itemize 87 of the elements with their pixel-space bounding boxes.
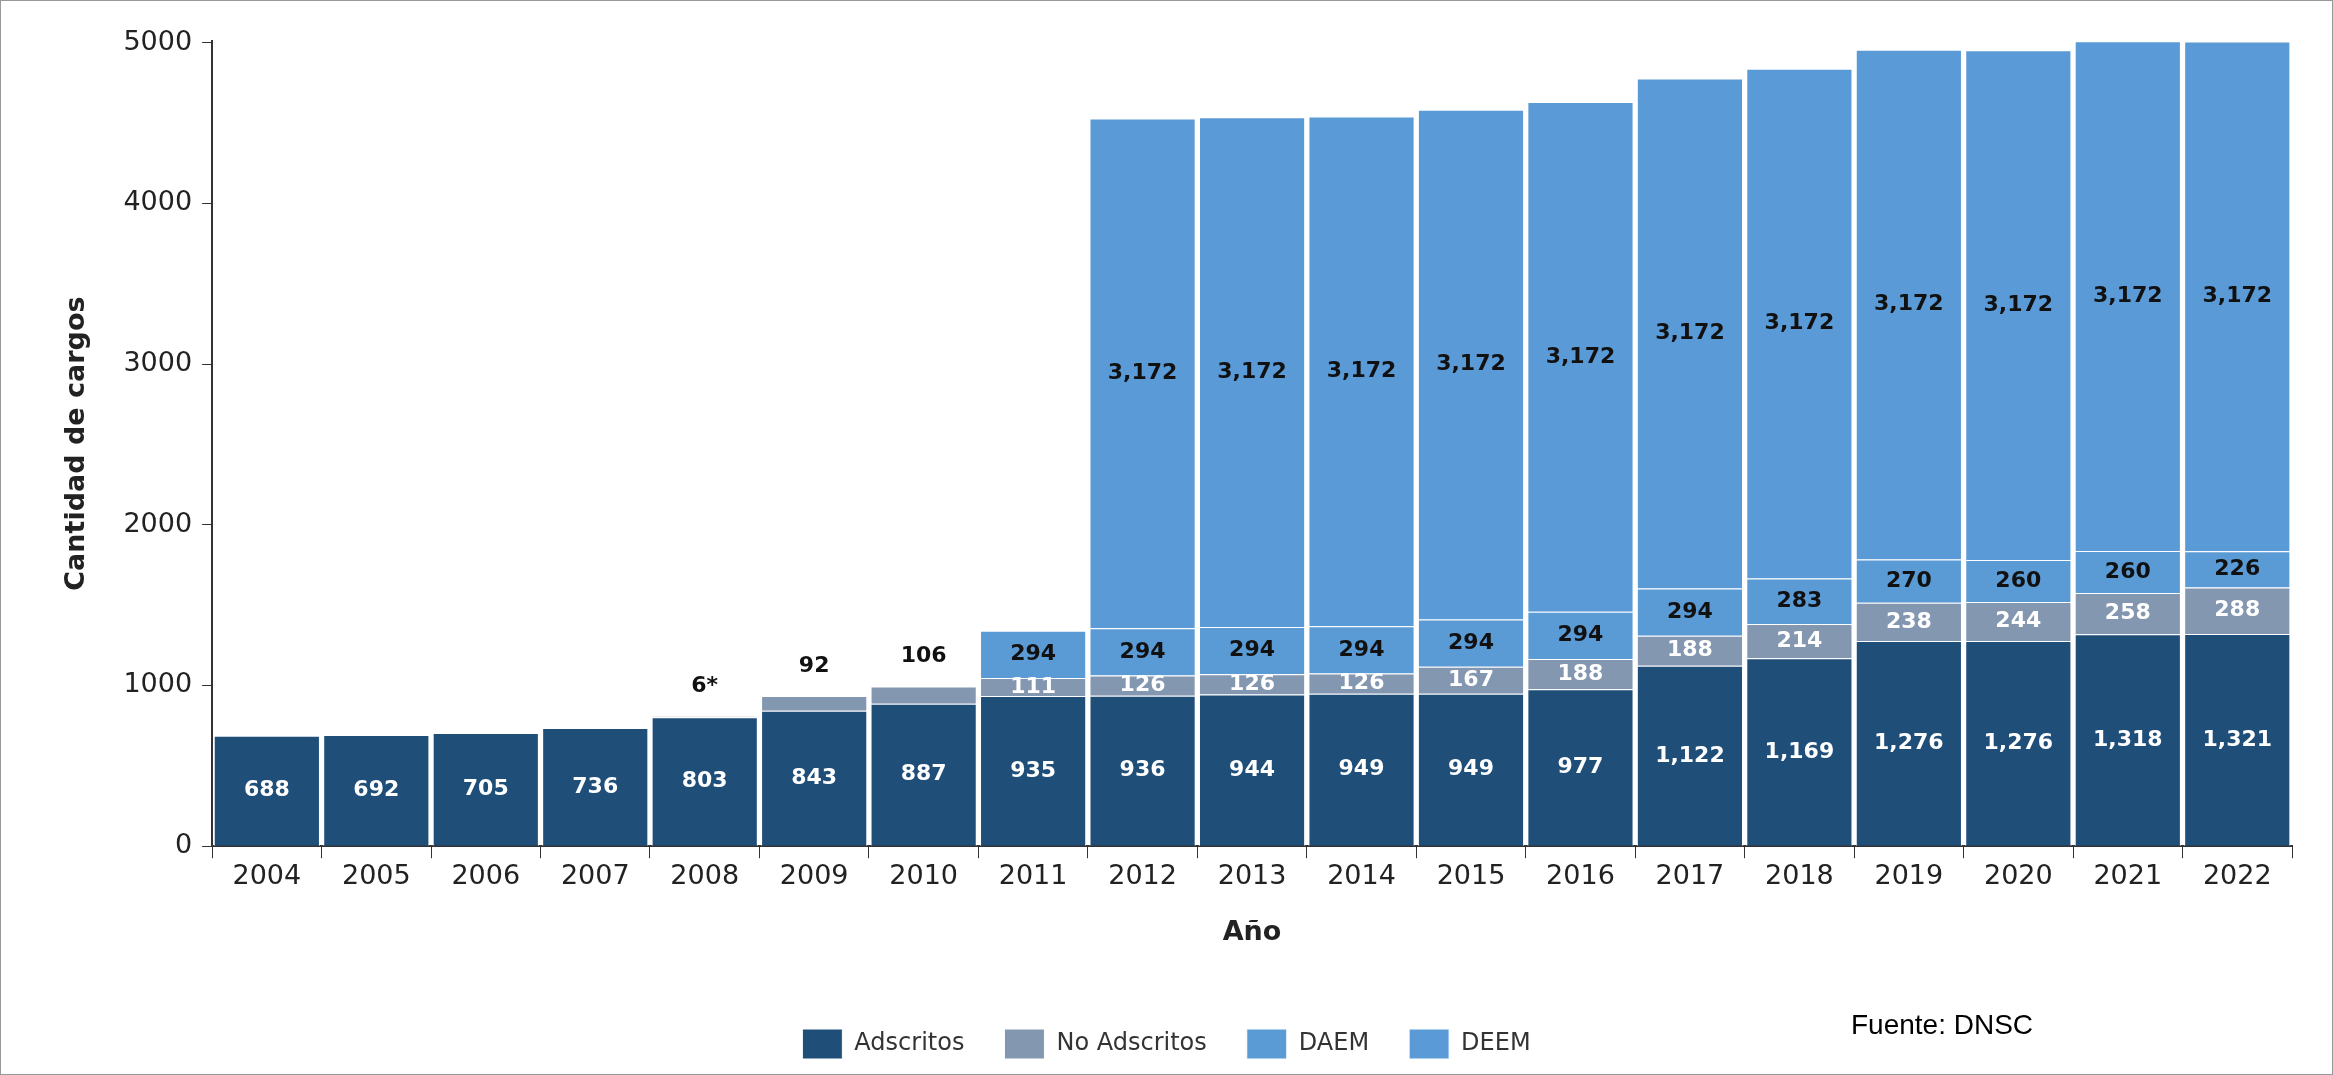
data-label: 294 bbox=[1010, 640, 1057, 666]
data-label: 188 bbox=[1666, 636, 1713, 662]
data-label: 92 bbox=[798, 651, 830, 677]
y-tick-label: 3000 bbox=[123, 346, 193, 378]
x-tick-label: 2011 bbox=[998, 859, 1068, 891]
data-label: 736 bbox=[572, 772, 619, 798]
data-label: 260 bbox=[1995, 566, 2042, 592]
data-label: 294 bbox=[1448, 628, 1494, 654]
data-label: 244 bbox=[1995, 607, 2042, 633]
data-label: 260 bbox=[2104, 557, 2151, 583]
data-label: 3,172 bbox=[1326, 357, 1397, 382]
data-label: 283 bbox=[1776, 586, 1823, 612]
legend-label: Adscritos bbox=[854, 1028, 965, 1057]
x-tick-label: 2015 bbox=[1436, 859, 1506, 891]
data-label: 1,321 bbox=[2202, 725, 2273, 751]
x-tick-label: 2020 bbox=[1983, 859, 2053, 891]
data-label: 688 bbox=[243, 776, 290, 802]
data-label: 3,172 bbox=[2202, 282, 2273, 308]
data-label: 6* bbox=[691, 671, 719, 697]
data-label: 949 bbox=[1448, 755, 1494, 781]
x-tick-label: 2013 bbox=[1217, 859, 1287, 891]
data-label: 126 bbox=[1119, 671, 1166, 697]
source-note: Fuente: DNSC bbox=[1851, 1008, 2034, 1040]
data-label: 3,172 bbox=[2093, 281, 2163, 307]
x-axis-title: Año bbox=[1222, 914, 1282, 946]
x-tick-label: 2018 bbox=[1765, 859, 1834, 891]
y-tick-label: 5000 bbox=[123, 24, 193, 56]
data-label: 977 bbox=[1557, 753, 1604, 779]
data-label: 1,276 bbox=[1874, 729, 1944, 755]
data-label: 294 bbox=[1666, 597, 1713, 623]
data-label: 705 bbox=[462, 775, 509, 801]
x-tick-label: 2005 bbox=[341, 859, 411, 891]
y-tick-label: 0 bbox=[174, 828, 193, 860]
legend-label: DEEM bbox=[1461, 1028, 1531, 1057]
data-label: 949 bbox=[1338, 755, 1385, 781]
legend-label: DAEM bbox=[1298, 1028, 1370, 1057]
data-label: 3,172 bbox=[1545, 342, 1616, 368]
data-label: 106 bbox=[900, 642, 947, 668]
data-label: 3,172 bbox=[1107, 359, 1178, 385]
data-label: 3,172 bbox=[1436, 350, 1506, 376]
data-label: 692 bbox=[353, 776, 400, 802]
data-label: 843 bbox=[791, 763, 838, 789]
data-label: 188 bbox=[1557, 659, 1604, 685]
x-tick-label: 2022 bbox=[2202, 859, 2272, 891]
data-label: 294 bbox=[1557, 621, 1604, 647]
data-label: 1,318 bbox=[2093, 725, 2163, 751]
x-tick-label: 2004 bbox=[232, 859, 302, 891]
x-tick-label: 2007 bbox=[560, 859, 630, 891]
data-label: 3,172 bbox=[1874, 290, 1944, 316]
data-label: 294 bbox=[1119, 637, 1166, 663]
data-label: 803 bbox=[681, 767, 728, 793]
data-label: 288 bbox=[2214, 596, 2261, 622]
x-tick-label: 2019 bbox=[1874, 859, 1944, 891]
data-label: 3,172 bbox=[1655, 319, 1725, 345]
data-label: 167 bbox=[1448, 665, 1494, 691]
data-label: 3,172 bbox=[1983, 290, 2054, 316]
data-label: 1,169 bbox=[1764, 737, 1835, 763]
x-tick-label: 2008 bbox=[670, 859, 740, 891]
x-tick-label: 2014 bbox=[1327, 859, 1396, 891]
data-label: 887 bbox=[900, 760, 947, 786]
y-axis-title: Cantidad de cargos bbox=[59, 296, 91, 591]
x-tick-label: 2010 bbox=[889, 859, 959, 891]
x-tick-label: 2012 bbox=[1108, 859, 1177, 891]
data-label: 935 bbox=[1010, 756, 1057, 782]
data-label: 294 bbox=[1338, 635, 1385, 661]
data-label: 1,122 bbox=[1655, 741, 1725, 767]
data-label: 258 bbox=[2104, 599, 2151, 625]
x-tick-label: 2021 bbox=[2093, 859, 2163, 891]
data-label: 3,172 bbox=[1217, 357, 1287, 383]
data-label: 238 bbox=[1885, 607, 1932, 633]
data-label: 3,172 bbox=[1764, 309, 1835, 335]
data-label: 226 bbox=[2214, 555, 2261, 581]
legend-label: No Adscritos bbox=[1056, 1028, 1207, 1057]
x-tick-label: 2017 bbox=[1655, 859, 1725, 891]
data-label: 214 bbox=[1776, 626, 1823, 652]
data-label: 944 bbox=[1229, 755, 1276, 781]
data-label: 294 bbox=[1229, 636, 1276, 662]
data-label: 1,276 bbox=[1983, 729, 2054, 755]
y-tick-label: 4000 bbox=[123, 185, 193, 217]
data-label: 270 bbox=[1885, 566, 1932, 592]
data-label: 126 bbox=[1338, 669, 1385, 695]
x-tick-label: 2009 bbox=[779, 859, 849, 891]
y-tick-label: 2000 bbox=[123, 506, 193, 538]
x-tick-label: 2006 bbox=[451, 859, 521, 891]
y-tick-label: 1000 bbox=[123, 667, 193, 699]
x-tick-label: 2016 bbox=[1546, 859, 1615, 891]
data-label: 936 bbox=[1119, 756, 1166, 782]
